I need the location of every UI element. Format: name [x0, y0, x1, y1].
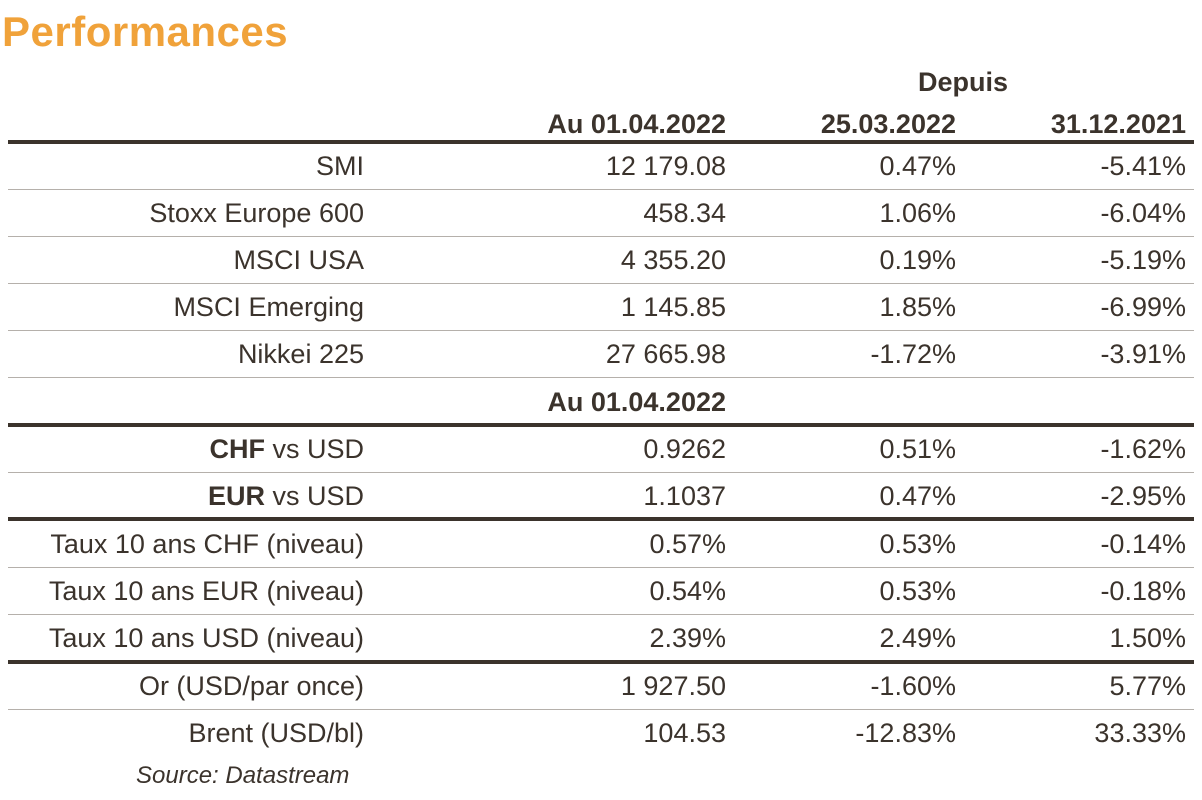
row-label: Stoxx Europe 600 — [149, 198, 364, 228]
header-col-since-week: 25.03.2022 — [820, 109, 956, 139]
table-row: Or (USD/par once) 1 927.50 -1.60% 5.77% — [0, 663, 1202, 709]
row-level: 458.34 — [643, 198, 726, 228]
row-level: 1 927.50 — [620, 671, 726, 701]
row-divider — [8, 472, 1194, 473]
header-col-since-year: 31.12.2021 — [1050, 109, 1186, 139]
row-label: Taux 10 ans USD (niveau) — [48, 623, 364, 653]
row-label: EUR vs USD — [208, 473, 364, 519]
table-row: Stoxx Europe 600 458.34 1.06% -6.04% — [0, 190, 1202, 236]
row-label: MSCI Emerging — [173, 292, 364, 322]
row-label: Taux 10 ans EUR (niveau) — [48, 576, 364, 606]
section-rule — [8, 423, 1194, 427]
row-divider — [8, 189, 1194, 190]
currency-code: EUR — [207, 481, 265, 511]
row-level: 4 355.20 — [620, 245, 726, 275]
table-row: CHF vs USD 0.9262 0.51% -1.62% — [0, 426, 1202, 472]
row-divider — [8, 283, 1194, 284]
table-row: Taux 10 ans EUR (niveau) 0.54% 0.53% -0.… — [0, 568, 1202, 614]
currency-pair-suffix: vs USD — [264, 434, 364, 464]
row-since-year: -0.14% — [1100, 529, 1186, 559]
table-row: Nikkei 225 27 665.98 -1.72% -3.91% — [0, 331, 1202, 377]
row-since-year: 1.50% — [1109, 623, 1186, 653]
currency-pair-suffix: vs USD — [264, 481, 364, 511]
row-since-week: 2.49% — [879, 623, 956, 653]
row-since-week: 0.51% — [879, 434, 956, 464]
table-row: MSCI Emerging 1 145.85 1.85% -6.99% — [0, 284, 1202, 330]
row-since-year: -0.18% — [1100, 576, 1186, 606]
row-divider — [8, 377, 1194, 378]
row-label: Brent (USD/bl) — [188, 718, 364, 748]
row-divider — [8, 614, 1194, 615]
row-level: 1.1037 — [643, 481, 726, 511]
row-level: 2.39% — [649, 623, 726, 653]
row-level: 104.53 — [643, 718, 726, 748]
row-since-week: 1.06% — [879, 198, 956, 228]
table-row: Taux 10 ans USD (niveau) 2.39% 2.49% 1.5… — [0, 615, 1202, 661]
row-divider — [8, 330, 1194, 331]
row-since-week: 1.85% — [879, 292, 956, 322]
source-note: Source: Datastream — [136, 762, 350, 789]
row-level: 0.54% — [649, 576, 726, 606]
row-label: Or (USD/par once) — [138, 671, 364, 701]
row-label: Taux 10 ans CHF (niveau) — [50, 529, 364, 559]
row-since-week: -1.60% — [870, 671, 956, 701]
table-row: MSCI USA 4 355.20 0.19% -5.19% — [0, 237, 1202, 283]
row-since-year: -6.04% — [1100, 198, 1186, 228]
row-label: SMI — [315, 151, 364, 181]
row-since-week: 0.53% — [879, 529, 956, 559]
row-since-year: -5.19% — [1100, 245, 1186, 275]
row-level: 12 179.08 — [605, 151, 726, 181]
header-depuis: Depuis — [917, 67, 1009, 97]
section-rule — [8, 517, 1194, 521]
row-since-year: 33.33% — [1094, 718, 1186, 748]
row-since-week: 0.47% — [879, 481, 956, 511]
row-since-week: 0.19% — [879, 245, 956, 275]
currency-code: CHF — [209, 434, 265, 464]
row-label: Nikkei 225 — [237, 339, 364, 369]
section-subheader: Au 01.04.2022 — [547, 387, 726, 417]
row-since-week: 0.47% — [879, 151, 956, 181]
table-row: SMI 12 179.08 0.47% -5.41% — [0, 143, 1202, 189]
row-divider — [8, 567, 1194, 568]
row-since-year: -3.91% — [1100, 339, 1186, 369]
row-since-year: 5.77% — [1109, 671, 1186, 701]
section-rule — [8, 660, 1194, 664]
row-since-year: -5.41% — [1100, 151, 1186, 181]
row-level: 27 665.98 — [605, 339, 726, 369]
row-since-year: -1.62% — [1100, 434, 1186, 464]
row-since-year: -2.95% — [1100, 481, 1186, 511]
row-level: 1 145.85 — [620, 292, 726, 322]
row-since-week: 0.53% — [879, 576, 956, 606]
row-since-year: -6.99% — [1100, 292, 1186, 322]
row-label: CHF vs USD — [209, 426, 364, 472]
table-row: Taux 10 ans CHF (niveau) 0.57% 0.53% -0.… — [0, 521, 1202, 567]
header-rule — [8, 140, 1194, 144]
page-title: Performances — [2, 8, 289, 55]
row-divider — [8, 236, 1194, 237]
row-since-week: -12.83% — [855, 718, 956, 748]
row-since-week: -1.72% — [870, 339, 956, 369]
header-col-level: Au 01.04.2022 — [547, 109, 726, 139]
table-row: Brent (USD/bl) 104.53 -12.83% 33.33% — [0, 710, 1202, 756]
row-divider — [8, 709, 1194, 710]
table-row: EUR vs USD 1.1037 0.47% -2.95% — [0, 473, 1202, 519]
row-label: MSCI USA — [233, 245, 364, 275]
row-level: 0.57% — [649, 529, 726, 559]
row-level: 0.9262 — [643, 434, 726, 464]
